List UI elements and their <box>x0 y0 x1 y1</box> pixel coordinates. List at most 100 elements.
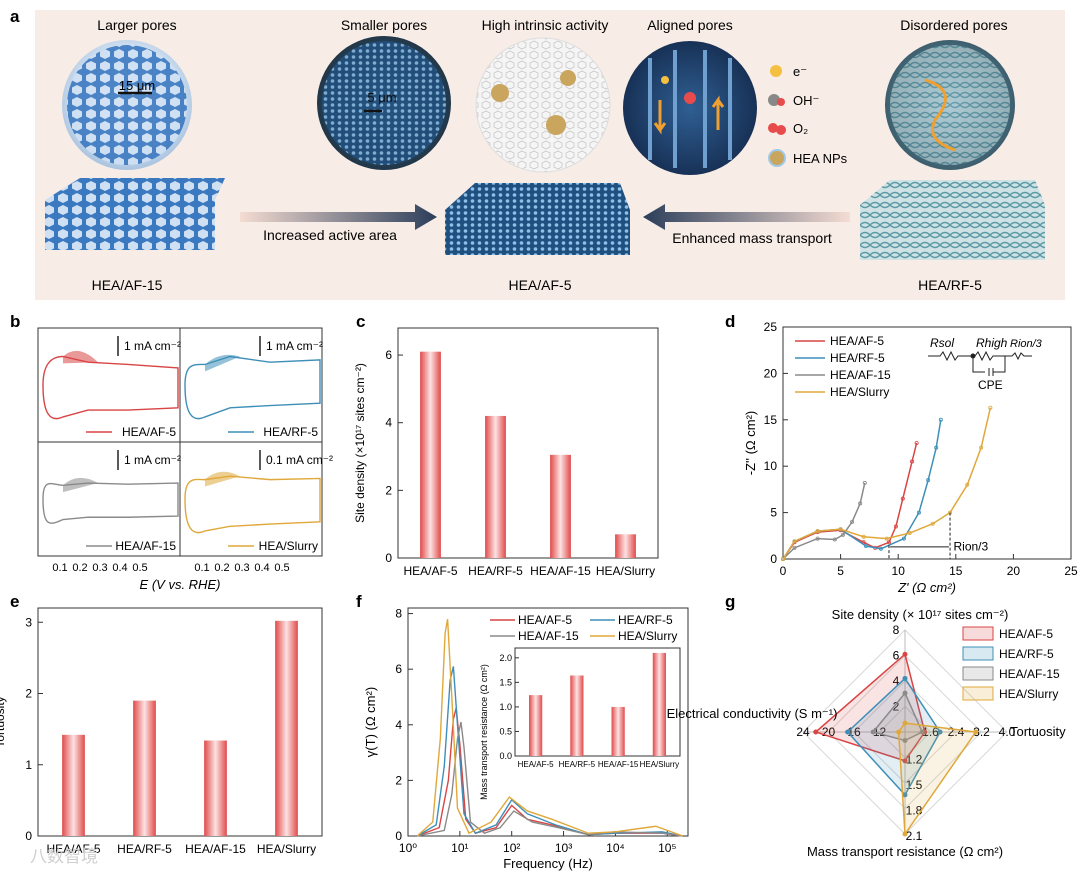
xtick-label-2: 10 <box>892 564 906 578</box>
bar-HEA/RF-5 <box>133 700 156 836</box>
ylabel: γ(T) (Ω cm²) <box>363 687 378 757</box>
series-HEA/RF-5 <box>782 419 942 560</box>
point-HEA/AF-5 <box>914 440 919 445</box>
ytick-label-4: 8 <box>395 607 402 621</box>
inset-ytick-label-0: 0.0 <box>499 751 512 761</box>
radar-tick-0-1: 4 <box>893 674 900 688</box>
legend-name-2: HEA/AF-15 <box>830 368 891 382</box>
plot-frame <box>37 607 323 837</box>
xtick-label-2: 10² <box>503 841 520 855</box>
tick-left-3: 0.4 <box>112 562 127 574</box>
bar-HEA/AF-5 <box>420 351 441 558</box>
xtick-label-0: 10⁰ <box>399 841 417 855</box>
hea-nanoparticle-icon <box>560 70 576 86</box>
scale-label-5: 5 μm <box>367 90 396 105</box>
panel-b-label: b <box>10 312 20 331</box>
legend-name-2: HEA/AF-15 <box>518 629 579 643</box>
inset-xtick-label-2: HEA/AF-15 <box>598 760 639 769</box>
inset-bar-HEA/AF-15 <box>611 706 625 756</box>
scale-label-1: 1 mA cm⁻² <box>266 339 323 353</box>
legend-name-2: HEA/AF-15 <box>999 667 1060 681</box>
tick-left-2: 0.3 <box>92 562 107 574</box>
tick-left-4: 0.5 <box>132 562 147 574</box>
point-HEA/Slurry <box>979 445 984 450</box>
point-HEA/AF-5 <box>886 540 891 545</box>
bar-HEA/Slurry <box>615 534 636 558</box>
point-HEA/RF-5 <box>863 544 868 549</box>
hea-nanoparticle-icon <box>491 84 509 102</box>
panel-d-label: d <box>725 312 735 331</box>
legend-name-1: HEA/RF-5 <box>618 613 673 627</box>
xtick-label-0: HEA/AF-5 <box>403 564 457 578</box>
circuit-label-rion: Rion/3 <box>1010 338 1043 350</box>
radar-tick-2-3: 2.1 <box>906 829 923 843</box>
circuit-resistors-icon <box>928 350 1032 362</box>
point-HEA/Slurry <box>838 527 843 532</box>
panel-c-label: c <box>356 312 365 331</box>
up-arrow-icon <box>711 95 725 130</box>
inset-xtick-label-3: HEA/Slurry <box>640 760 680 769</box>
scale-label-15: 15 μm <box>119 78 155 93</box>
point-HEA/Slurry <box>907 531 912 536</box>
inset-ytick-label-2: 1.0 <box>499 702 512 712</box>
inset-ytick-label-4: 2.0 <box>499 653 512 663</box>
cv-peak-area-2 <box>63 477 98 493</box>
axis-title-tortuosity: Tortuosity <box>1010 724 1066 739</box>
radar-point-HEA/RF-5 <box>902 792 908 798</box>
legend-name-1: HEA/RF-5 <box>263 425 318 439</box>
circuit-label-rsol: Rsol <box>930 336 954 350</box>
electron-legend-icon <box>770 65 782 77</box>
inset-bar-HEA/RF-5 <box>570 675 584 756</box>
legend-hea: HEA NPs <box>793 151 848 166</box>
ytick-label-0: 0 <box>770 552 777 566</box>
plot-frame <box>407 607 689 837</box>
xtick-label-1: 5 <box>837 564 844 578</box>
radar-series-HEA/Slurry <box>897 722 978 837</box>
radar-tick-0-3: 8 <box>893 623 900 637</box>
inset-ylabel: Mass transport resistance (Ω cm²) <box>479 664 489 800</box>
cv-curve-2 <box>42 482 179 524</box>
point-HEA/Slurry <box>988 405 993 410</box>
inset-frame <box>514 647 681 757</box>
radar-point-HEA/Slurry <box>902 720 908 726</box>
point-HEA/RF-5 <box>934 445 939 450</box>
xtick-label-4: 10⁴ <box>606 841 625 855</box>
o2-molecule-icon <box>684 92 696 104</box>
point-HEA/RF-5 <box>901 536 906 541</box>
radar-point-HEA/Slurry <box>902 831 908 837</box>
cv-subplots: 1 mA cm⁻² HEA/AF-5 1 mA cm⁻² HEA/RF-5 1 mA c… <box>42 336 333 553</box>
chart-e: 0 1 2 3 HEA/AF-5 HEA/RF-5 HEA/AF-15 HEA/Slurry T… <box>0 607 323 856</box>
cv-peak-area-1 <box>205 354 240 372</box>
hea-nanoparticle-icon <box>546 115 566 135</box>
ytick-label-2: 10 <box>764 459 778 473</box>
series-HEA/Slurry <box>782 407 992 560</box>
tick-right-4: 0.5 <box>274 562 289 574</box>
hea-legend-icon <box>768 149 786 167</box>
point-HEA/Slurry <box>930 521 935 526</box>
slab-af15 <box>45 178 225 250</box>
circuit-label-cpe: CPE <box>978 378 1003 392</box>
point-HEA/AF-15 <box>840 532 845 537</box>
electron-icon <box>661 76 669 84</box>
oxygen-legend-icon-part <box>776 125 786 135</box>
radar-tick-2-0: 1.2 <box>906 753 923 767</box>
sphere-aligned-pores <box>623 41 757 175</box>
radar-point-HEA/AF-15 <box>902 690 908 696</box>
annot-rion: Rion/3 <box>953 540 988 554</box>
disordered-network-icon <box>890 45 1010 165</box>
label-hea-af15: HEA/AF-15 <box>92 277 163 293</box>
watermark: 八数智境 <box>30 847 98 866</box>
point-HEA/AF-5 <box>900 496 905 501</box>
slab-rf5 <box>860 180 1045 260</box>
radar-point-HEA/RF-5 <box>845 729 851 735</box>
ylabel: -Z'' (Ω cm²) <box>743 411 758 476</box>
xtick-label-3: HEA/Slurry <box>596 564 655 578</box>
xtick-label-3: 15 <box>949 564 963 578</box>
point-HEA/Slurry <box>861 534 866 539</box>
label-larger-pores: Larger pores <box>97 17 176 33</box>
xtick-label-3: HEA/Slurry <box>257 842 316 856</box>
